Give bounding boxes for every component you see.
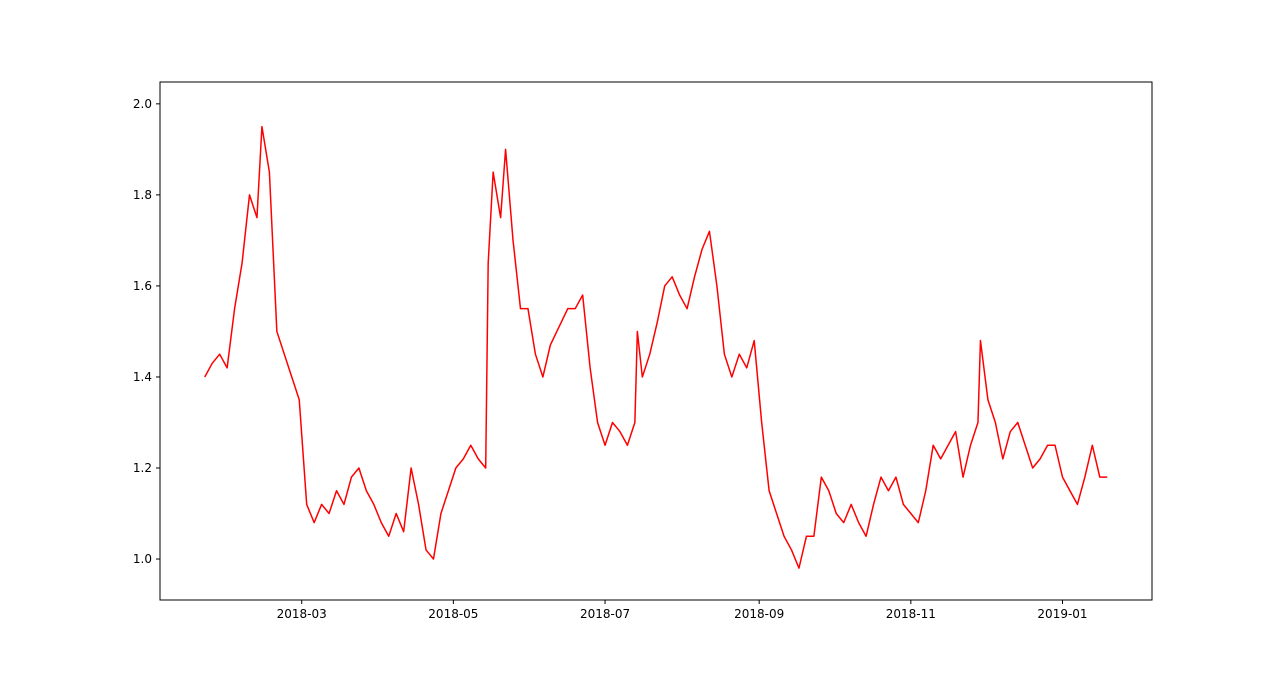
y-tick-label: 2.0 [133, 97, 152, 111]
axes-frame [159, 81, 1153, 601]
x-tick-label: 2018-09 [734, 607, 784, 621]
x-tick-label: 2018-03 [277, 607, 327, 621]
x-tick-label: 2019-01 [1037, 607, 1087, 621]
y-tick-label: 1.2 [133, 461, 152, 475]
x-tick-label: 2018-07 [580, 607, 630, 621]
x-tick-label: 2018-11 [886, 607, 936, 621]
x-tick-label: 2018-05 [428, 607, 478, 621]
plot-area [204, 125, 1108, 569]
y-tick-label: 1.6 [133, 279, 152, 293]
y-tick-label: 1.0 [133, 552, 152, 566]
data-line [204, 125, 1108, 569]
y-tick-label: 1.8 [133, 188, 152, 202]
y-tick-label: 1.4 [133, 370, 152, 384]
